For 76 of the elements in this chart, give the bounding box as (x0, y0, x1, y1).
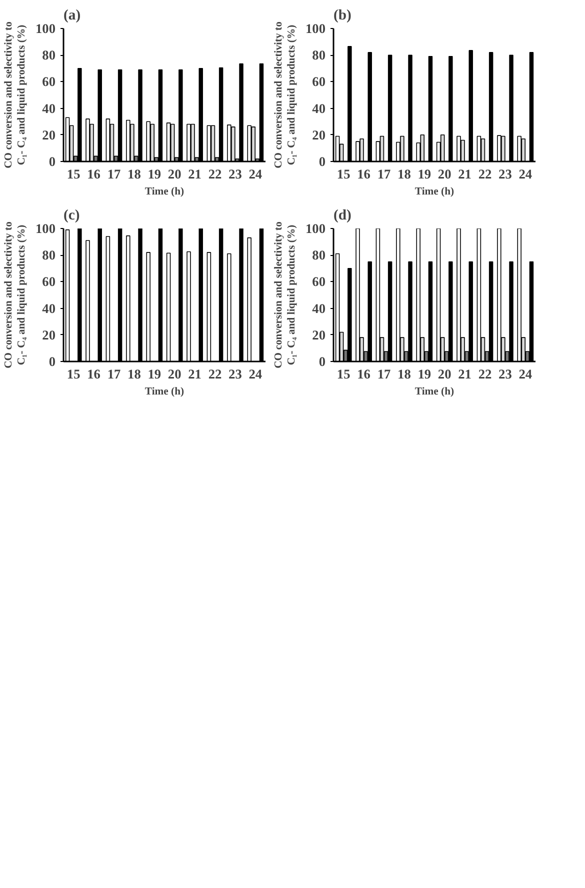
y-tick-label: 60 (312, 274, 326, 290)
x-tick-label: 18 (398, 366, 412, 382)
y-axis-title: CO conversion and selectivity to C₁- C₄ and liquid products (%) (273, 22, 298, 168)
y-tick-label: 20 (312, 127, 326, 142)
y-tick-label: 40 (312, 300, 326, 316)
x-tick-label: 17 (377, 366, 391, 382)
y-tick-label: 40 (42, 100, 56, 116)
x-tick-label: 24 (518, 366, 532, 382)
x-tick-label: 15 (336, 166, 351, 182)
x-tick-label: 24 (248, 166, 262, 182)
y-tick-label: 20 (42, 327, 56, 342)
chart-title: (b) (334, 8, 352, 24)
x-tick-label: 21 (458, 166, 472, 182)
x-tick-label: 23 (228, 166, 242, 182)
x-axis-title: Time (h) (414, 186, 455, 198)
chart-title: (a) (64, 8, 81, 24)
y-tick-label: 60 (42, 274, 56, 290)
x-tick-label: 20 (168, 366, 182, 382)
x-tick-label: 23 (498, 166, 512, 182)
x-tick-label: 16 (357, 166, 371, 182)
y-tick-label: 20 (312, 327, 326, 342)
x-axis-title: Time (h) (144, 386, 185, 398)
y-tick-label: 80 (42, 48, 56, 63)
x-tick-label: 22 (208, 366, 222, 382)
chart-title: (d) (334, 208, 352, 224)
chart-title: (c) (64, 208, 80, 224)
x-tick-label: 21 (458, 366, 472, 382)
x-tick-label: 19 (418, 166, 432, 182)
x-tick-label: 20 (168, 166, 182, 182)
y-tick-label: 0 (48, 354, 56, 369)
x-tick-label: 17 (107, 166, 121, 182)
y-tick-label: 20 (42, 127, 56, 142)
x-tick-label: 20 (438, 366, 452, 382)
y-tick-label: 100 (306, 221, 326, 236)
y-tick-label: 80 (42, 248, 56, 263)
x-tick-label: 23 (228, 366, 242, 382)
y-tick-label: 0 (48, 154, 56, 169)
y-tick-label: 0 (318, 154, 326, 169)
x-tick-label: 15 (336, 366, 351, 382)
y-axis-title: CO conversion and selectivity to C₁- C₄ and liquid products (%) (3, 222, 28, 368)
y-tick-label: 60 (312, 74, 326, 90)
x-tick-label: 23 (498, 366, 512, 382)
y-tick-label: 0 (318, 354, 326, 369)
x-tick-label: 21 (188, 366, 202, 382)
y-tick-label: 100 (36, 221, 56, 236)
x-tick-label: 18 (128, 366, 142, 382)
x-tick-label: 21 (188, 166, 202, 182)
x-tick-label: 22 (208, 166, 222, 182)
x-tick-label: 18 (128, 166, 142, 182)
y-tick-label: 40 (312, 100, 326, 116)
y-tick-label: 60 (42, 74, 56, 90)
y-axis-title: CO conversion and selectivity to C₁- C₄ and liquid products (%) (273, 222, 298, 368)
x-tick-label: 15 (66, 366, 81, 382)
x-tick-label: 17 (107, 366, 121, 382)
y-tick-label: 80 (312, 248, 326, 263)
y-axis-title: CO conversion and selectivity to C₁- C₄ and liquid products (%) (3, 22, 28, 168)
x-axis-title: Time (h) (144, 186, 185, 198)
y-tick-label: 100 (306, 21, 326, 36)
x-tick-label: 22 (478, 366, 492, 382)
x-tick-label: 24 (518, 166, 532, 182)
x-tick-label: 19 (418, 366, 432, 382)
x-tick-label: 17 (377, 166, 391, 182)
x-tick-label: 19 (148, 166, 162, 182)
x-tick-label: 16 (357, 366, 371, 382)
x-tick-label: 18 (398, 166, 412, 182)
x-tick-label: 19 (148, 366, 162, 382)
x-tick-label: 20 (438, 166, 452, 182)
y-tick-label: 100 (36, 21, 56, 36)
x-tick-label: 24 (248, 366, 262, 382)
x-tick-label: 22 (478, 166, 492, 182)
x-tick-label: 16 (87, 366, 101, 382)
x-axis-title: Time (h) (414, 386, 455, 398)
y-tick-label: 80 (312, 48, 326, 63)
x-tick-label: 15 (66, 166, 81, 182)
y-tick-label: 40 (42, 300, 56, 316)
x-tick-label: 16 (87, 166, 101, 182)
